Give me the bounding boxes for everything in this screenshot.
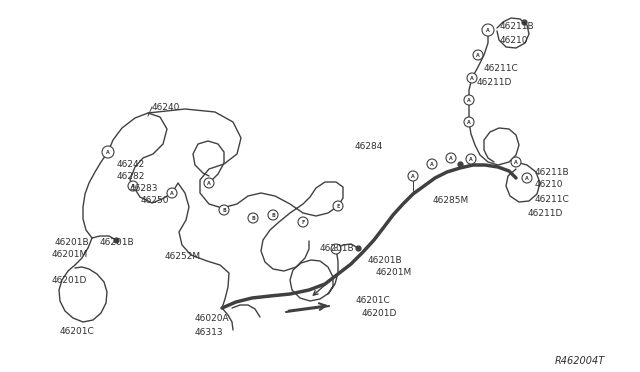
Circle shape (248, 213, 258, 223)
Text: A: A (411, 173, 415, 179)
Text: 46313: 46313 (195, 328, 223, 337)
Text: A: A (514, 160, 518, 164)
Circle shape (331, 244, 341, 254)
Circle shape (467, 73, 477, 83)
Text: 46201C: 46201C (60, 327, 95, 336)
Text: 46201B: 46201B (55, 238, 90, 247)
Text: B: B (271, 212, 275, 218)
Text: 46211C: 46211C (535, 195, 570, 204)
Text: 46211C: 46211C (484, 64, 519, 73)
Text: F: F (301, 219, 305, 224)
Text: A: A (449, 155, 453, 160)
Text: 46201M: 46201M (376, 268, 412, 277)
Text: 46211B: 46211B (535, 168, 570, 177)
Text: 46211D: 46211D (477, 78, 513, 87)
Text: A: A (131, 183, 135, 189)
Circle shape (466, 154, 476, 164)
Circle shape (128, 181, 138, 191)
Text: 46201C: 46201C (356, 296, 391, 305)
Circle shape (298, 217, 308, 227)
Text: E: E (336, 203, 340, 208)
Text: 46285M: 46285M (433, 196, 469, 205)
Text: 46242: 46242 (117, 160, 145, 169)
Text: 46201B: 46201B (100, 238, 134, 247)
Circle shape (522, 173, 532, 183)
Text: 46201D: 46201D (52, 276, 88, 285)
Text: 46020A: 46020A (195, 314, 230, 323)
Text: A: A (469, 157, 473, 161)
Text: A: A (467, 97, 471, 103)
Text: C: C (334, 247, 338, 251)
Circle shape (102, 146, 114, 158)
Text: A: A (486, 28, 490, 32)
Text: A: A (476, 52, 480, 58)
Text: 46240: 46240 (152, 103, 180, 112)
Text: 46250: 46250 (141, 196, 170, 205)
Circle shape (473, 50, 483, 60)
Text: 46284: 46284 (355, 142, 383, 151)
Circle shape (464, 117, 474, 127)
Text: 46211B: 46211B (500, 22, 534, 31)
Text: 46210: 46210 (535, 180, 563, 189)
Circle shape (446, 153, 456, 163)
Text: A: A (430, 161, 434, 167)
Text: 46282: 46282 (117, 172, 145, 181)
Circle shape (167, 188, 177, 198)
Circle shape (511, 157, 521, 167)
Circle shape (219, 205, 229, 215)
Text: 46210: 46210 (500, 36, 529, 45)
Text: B: B (251, 215, 255, 221)
Text: 46211D: 46211D (528, 209, 563, 218)
Circle shape (204, 178, 214, 188)
Circle shape (464, 95, 474, 105)
Text: 46283: 46283 (130, 184, 159, 193)
Text: A: A (106, 150, 110, 154)
Circle shape (408, 171, 418, 181)
Text: A: A (525, 176, 529, 180)
Text: R462004T: R462004T (555, 356, 605, 366)
Text: A: A (170, 190, 174, 196)
Circle shape (427, 159, 437, 169)
Circle shape (482, 24, 494, 36)
Text: B: B (222, 208, 226, 212)
Text: 46252M: 46252M (165, 252, 201, 261)
Text: 46201D: 46201D (362, 309, 397, 318)
Circle shape (268, 210, 278, 220)
Text: A: A (470, 76, 474, 80)
Text: A: A (207, 180, 211, 186)
Text: A: A (467, 119, 471, 125)
Text: 46201M: 46201M (52, 250, 88, 259)
Text: 46201B: 46201B (368, 256, 403, 265)
Circle shape (333, 201, 343, 211)
Text: 46201B: 46201B (320, 244, 355, 253)
